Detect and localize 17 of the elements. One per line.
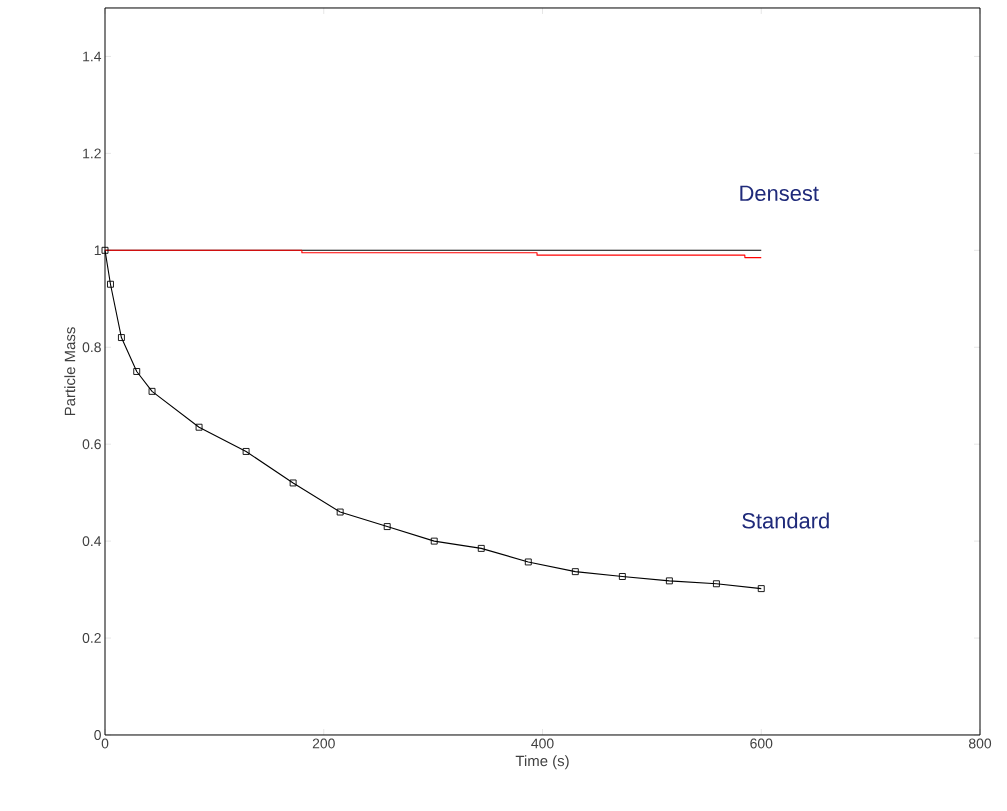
y-tick-label: 0.6 bbox=[82, 439, 101, 450]
annotation: Standard bbox=[742, 512, 829, 529]
y-tick-label: 1.2 bbox=[83, 148, 101, 159]
annotation: Densest bbox=[740, 185, 819, 202]
x-tick-label: 0 bbox=[101, 738, 109, 749]
x-tick-label: 200 bbox=[312, 738, 335, 749]
y-tick-label: 1.4 bbox=[83, 51, 102, 62]
x-tick-label: 400 bbox=[531, 738, 554, 749]
y-tick-label: 0.8 bbox=[82, 342, 101, 353]
x-tick-label: 800 bbox=[968, 738, 992, 749]
y-tick-label: 0 bbox=[94, 730, 101, 740]
x-tick-label: 600 bbox=[750, 738, 773, 749]
y-axis-title: Particle Mass bbox=[64, 327, 76, 416]
y-tick-label: 0.2 bbox=[82, 633, 101, 643]
y-tick-label: 1 bbox=[94, 245, 101, 256]
x-axis-title: Time (s) bbox=[515, 755, 569, 770]
y-tick-label: 0.4 bbox=[82, 536, 102, 547]
